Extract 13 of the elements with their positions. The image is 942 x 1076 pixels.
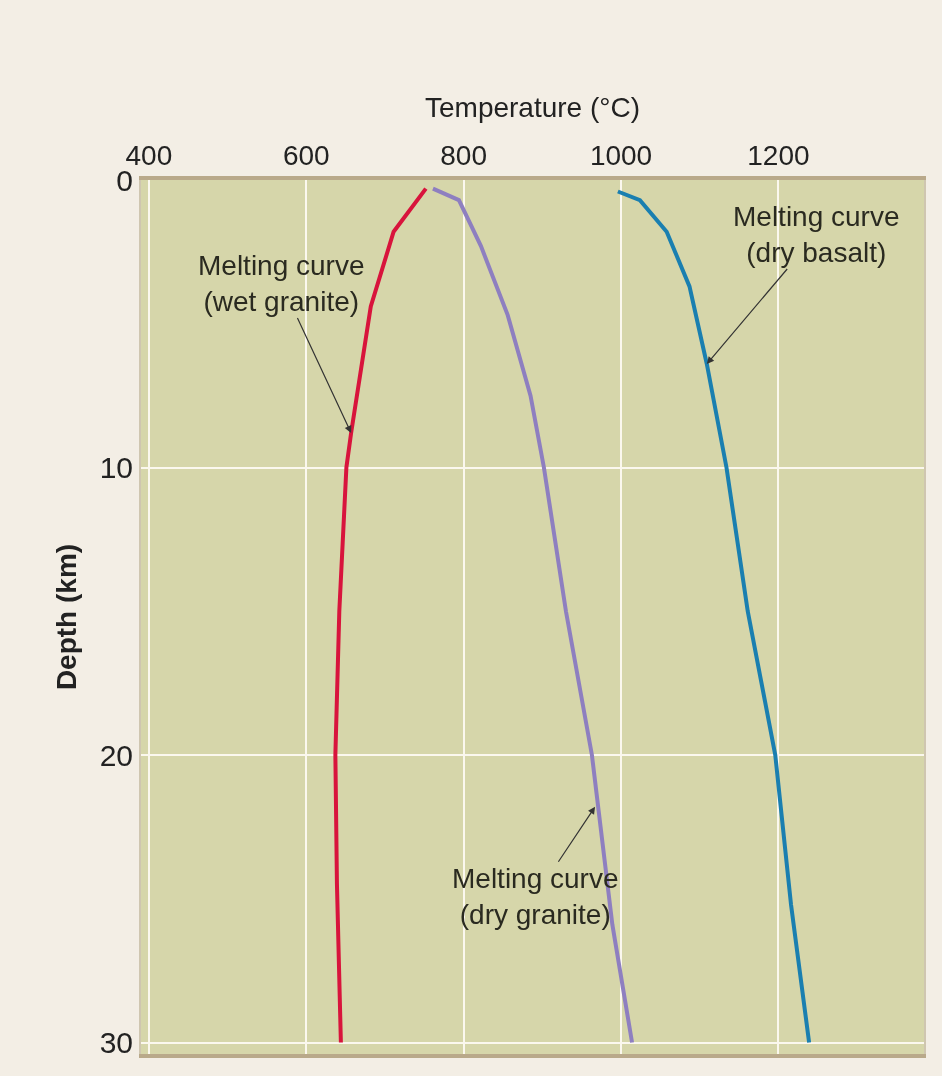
annotation: Melting curve (dry basalt) xyxy=(733,201,900,269)
x-tick-label: 1000 xyxy=(589,139,653,171)
x-tick-label: 800 xyxy=(440,139,487,171)
y-axis-title: Depth (km) xyxy=(50,543,82,691)
annotation: Melting curve (wet granite) xyxy=(198,250,365,318)
x-axis-title: Temperature (°C) xyxy=(424,92,641,123)
y-tick-label: 30 xyxy=(99,1026,133,1059)
annotation: Melting curve (dry granite) xyxy=(452,863,619,931)
line-series xyxy=(430,186,635,1045)
y-tick-label: 10 xyxy=(99,451,133,484)
x-tick-label: 1200 xyxy=(747,139,810,171)
y-tick-label: 20 xyxy=(99,738,133,772)
x-tick-label: 600 xyxy=(282,139,330,171)
